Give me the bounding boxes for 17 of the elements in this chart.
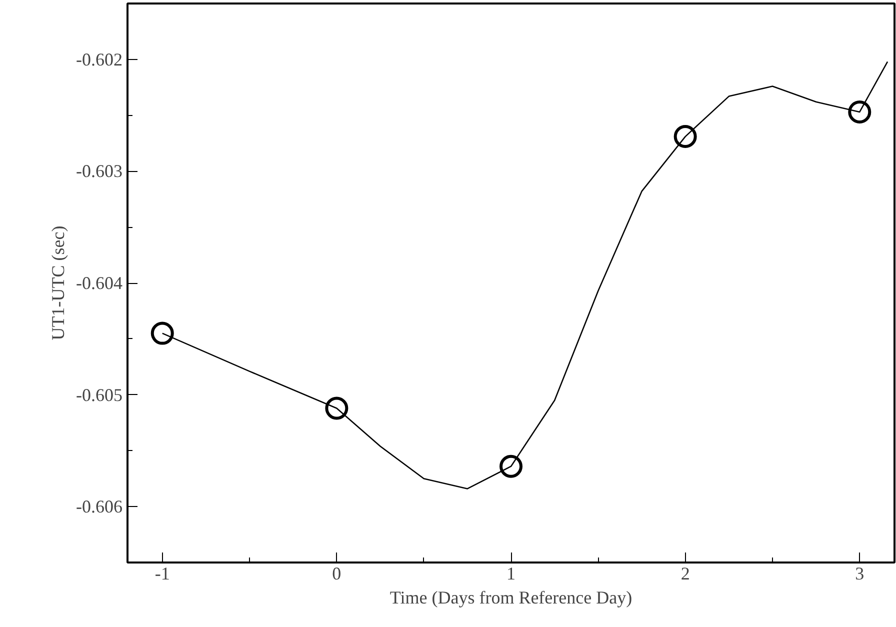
y-axis-title: UT1-UTC (sec) xyxy=(48,226,68,340)
y-tick-label: -0.603 xyxy=(76,161,123,182)
x-tick-label: -1 xyxy=(154,564,170,584)
point xyxy=(150,322,174,345)
y-tick-label: -0.604 xyxy=(76,273,123,293)
y-tick-label: -0.606 xyxy=(76,496,123,517)
x-tick-label: 0 xyxy=(332,564,342,584)
y-tick-label: -0.605 xyxy=(76,384,123,405)
x-axis-title: Time (Days from Reference Day) xyxy=(390,588,632,608)
x-tick-label: 1 xyxy=(506,564,516,584)
point xyxy=(500,454,522,478)
y-tick-label: -0.602 xyxy=(76,49,123,70)
x-tick-label: 2 xyxy=(680,564,690,584)
point xyxy=(674,125,697,148)
point xyxy=(848,100,872,124)
x-tick-label: 3 xyxy=(855,564,864,584)
point xyxy=(325,396,348,420)
